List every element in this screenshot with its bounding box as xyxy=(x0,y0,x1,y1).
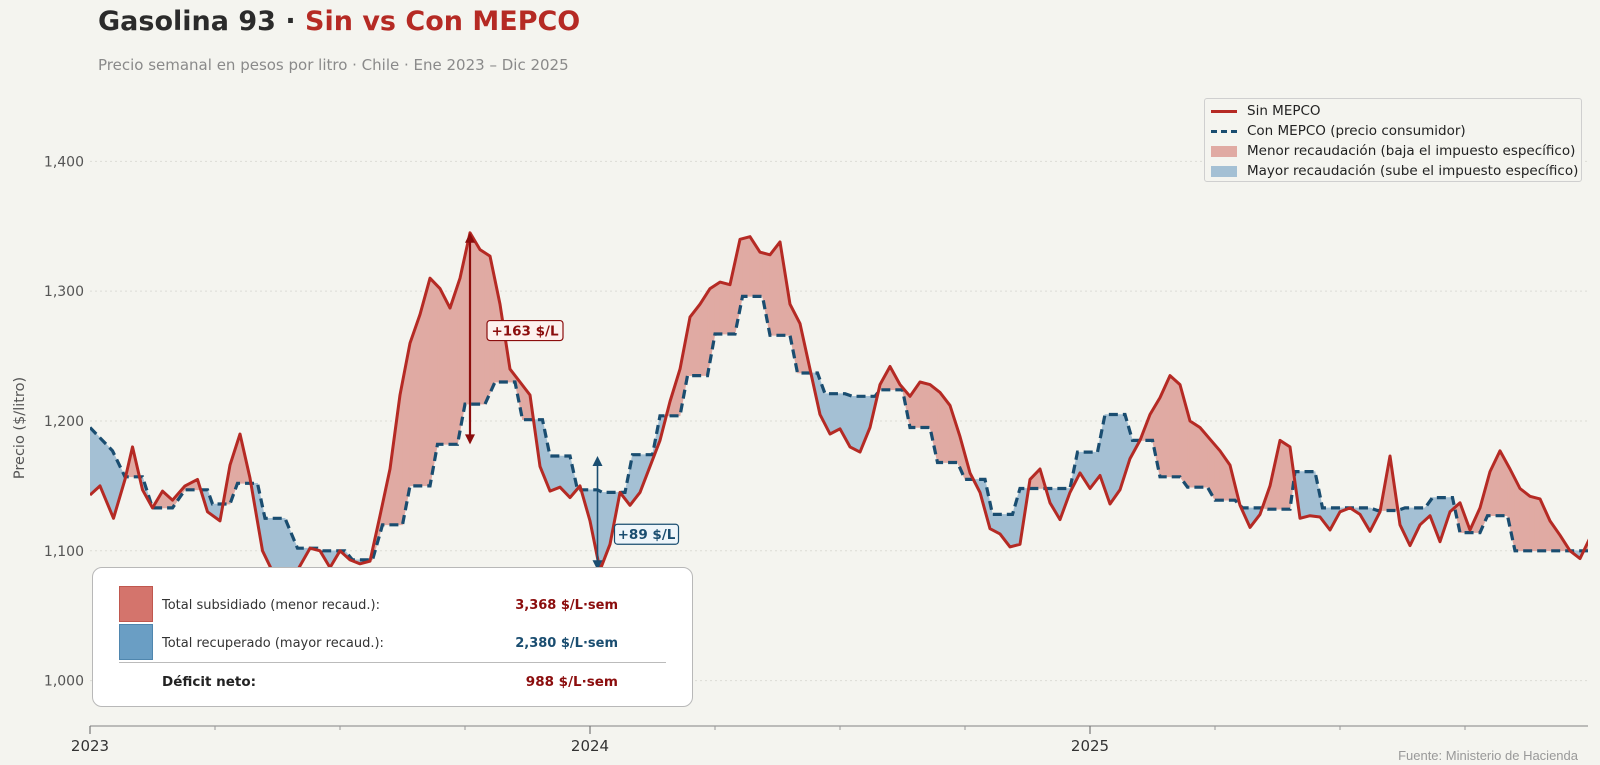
legend-label: Mayor recaudación (sube el impuesto espe… xyxy=(1247,163,1579,179)
x-tick-label: 2023 xyxy=(71,737,109,755)
y-tick-label: 1,300 xyxy=(44,284,84,300)
recovered-swatch xyxy=(119,624,153,660)
summary-box: Total subsidiado (menor recaud.): 3,368 … xyxy=(92,567,693,707)
y-axis-label: Precio ($/litro) xyxy=(12,377,28,479)
legend-label: Menor recaudación (baja el impuesto espe… xyxy=(1247,143,1576,159)
red-fill-segment xyxy=(719,281,731,335)
annotation-arrowhead xyxy=(465,232,475,243)
annotation-label: +163 $/L xyxy=(491,324,559,340)
legend-item-mayor-recaudacion: Mayor recaudación (sube el impuesto espe… xyxy=(1211,161,1579,181)
red-fill-segment xyxy=(469,231,481,405)
red-fill-segment xyxy=(709,284,716,362)
red-fill-segment xyxy=(714,281,721,335)
sin-mepco-line xyxy=(90,231,1588,585)
blue-fill-segment xyxy=(849,395,853,449)
recovered-label: Total recuperado (mayor recaud.): xyxy=(162,636,384,651)
chart-subtitle: Precio semanal en pesos por litro · Chil… xyxy=(98,56,569,74)
y-tick-label: 1,100 xyxy=(44,544,84,560)
red-fill-segment xyxy=(919,381,931,428)
red-fill-segment xyxy=(449,285,458,445)
red-fill-segment xyxy=(399,381,403,526)
blue-fill-segment xyxy=(852,396,861,453)
annotation-arrowhead xyxy=(592,560,603,571)
red-fill-segment xyxy=(1169,374,1181,478)
red-fill-segment xyxy=(439,288,451,445)
red-fill-segment xyxy=(457,278,461,445)
y-tick-label: 1,400 xyxy=(44,154,84,170)
red-fill-segment xyxy=(937,389,941,463)
red-fill-segment xyxy=(759,251,763,297)
title-highlight: Sin vs Con MEPCO xyxy=(305,6,581,37)
con-mepco-line xyxy=(90,294,1588,562)
x-tick-label: 2024 xyxy=(571,737,609,755)
x-tick-label: 2025 xyxy=(1071,737,1109,755)
red-fill-segment xyxy=(742,236,751,297)
red-fill-segment xyxy=(437,285,441,445)
subsidized-label: Total subsidiado (menor recaud.): xyxy=(162,598,380,613)
legend-swatch-red-fill xyxy=(1211,145,1237,157)
legend-item-sin-mepco: Sin MEPCO xyxy=(1211,101,1575,121)
blue-fill-segment xyxy=(1009,514,1013,548)
red-fill-segment xyxy=(1534,497,1541,552)
title-prefix: Gasolina 93 · xyxy=(98,6,296,37)
legend-label: Con MEPCO (precio consumidor) xyxy=(1247,123,1466,139)
red-fill-segment xyxy=(1279,439,1291,510)
blue-fill-segment xyxy=(1309,471,1316,517)
recovered-value: 2,380 $/L·sem xyxy=(515,636,618,651)
red-fill-segment xyxy=(1590,516,1600,551)
chart-legend: Sin MEPCO Con MEPCO (precio consumidor) … xyxy=(1204,98,1582,182)
legend-item-menor-recaudacion: Menor recaudación (baja el impuesto espe… xyxy=(1211,141,1575,161)
annotation-arrowhead xyxy=(465,434,475,445)
red-fill-segment xyxy=(1187,411,1191,488)
blue-fill-segment xyxy=(549,455,561,492)
red-fill-segment xyxy=(1207,435,1211,493)
legend-label: Sin MEPCO xyxy=(1247,103,1321,119)
y-tick-label: 1,200 xyxy=(44,414,84,430)
y-tick-label: 1,000 xyxy=(44,674,84,690)
annotation-label-box xyxy=(613,523,680,545)
blue-fill-segment xyxy=(1299,471,1311,519)
legend-swatch-blue-fill xyxy=(1211,165,1237,177)
red-fill-segment xyxy=(769,240,781,336)
legend-swatch-solid-line xyxy=(1211,105,1237,117)
red-fill-segment xyxy=(479,249,486,405)
summary-divider xyxy=(119,662,666,663)
annotation-arrowhead xyxy=(592,456,603,467)
annotation-label-box xyxy=(486,319,564,342)
subsidized-value: 3,368 $/L·sem xyxy=(515,598,618,613)
blue-fill-segment xyxy=(599,490,603,571)
blue-fill-segment xyxy=(90,427,101,496)
deficit-value: 988 $/L·sem xyxy=(525,674,618,690)
legend-item-con-mepco: Con MEPCO (precio consumidor) xyxy=(1211,121,1575,141)
deficit-label: Déficit neto: xyxy=(162,674,257,690)
source-note: Fuente: Ministerio de Hacienda xyxy=(1398,748,1578,763)
red-fill-segment xyxy=(1529,495,1536,552)
annotation-label: +89 $/L xyxy=(618,527,676,543)
red-fill-segment xyxy=(1214,444,1221,501)
blue-fill-segment xyxy=(1012,488,1021,547)
chart-title: Gasolina 93 · Sin vs Con MEPCO xyxy=(98,6,580,37)
red-fill-segment xyxy=(1519,487,1531,552)
red-fill-segment xyxy=(1189,420,1201,488)
subsidized-swatch xyxy=(119,586,153,622)
legend-swatch-dashed-line xyxy=(1211,125,1237,137)
